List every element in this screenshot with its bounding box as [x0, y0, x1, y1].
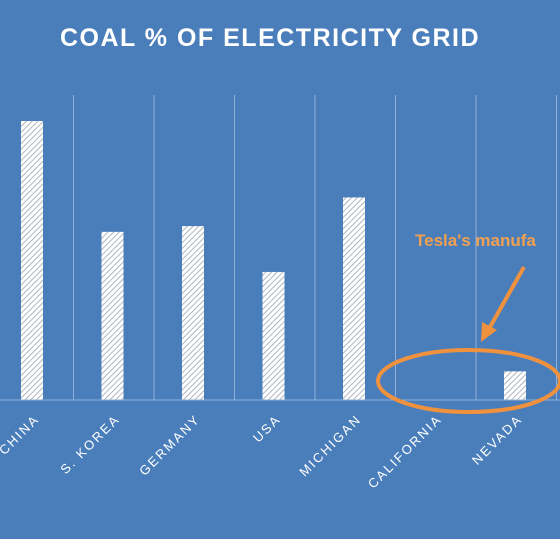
bar-germany [182, 226, 204, 400]
annotation-arrow [488, 266, 526, 328]
tick-label: NEVADA [469, 412, 525, 468]
bar-layer [21, 121, 526, 400]
bar-s-korea [101, 231, 124, 400]
tick-label: CALIFORNIA [365, 412, 445, 492]
annotation-arrow-head [481, 322, 497, 342]
annotation-text: Tesla's manufa [415, 231, 536, 250]
bar-usa [262, 271, 285, 400]
tick-label: GERMANY [136, 412, 203, 479]
tick-label: USA [250, 412, 284, 446]
bar-michigan [343, 197, 365, 400]
tick-label: MICHIGAN [296, 412, 364, 480]
annotation: Tesla's manufa [376, 231, 560, 414]
annotation-ellipse [376, 348, 560, 414]
chart-title: COAL % OF ELECTRICITY GRID [60, 24, 480, 52]
bar-china [21, 121, 43, 400]
bar-nevada [504, 371, 526, 400]
tick-layer: CHINA S. KOREA GERMANY USA MICHIGAN CALIFORNI… [0, 412, 525, 492]
tick-label: S. KOREA [57, 412, 122, 477]
grid-layer [73, 95, 557, 400]
tick-label: CHINA [0, 412, 42, 458]
